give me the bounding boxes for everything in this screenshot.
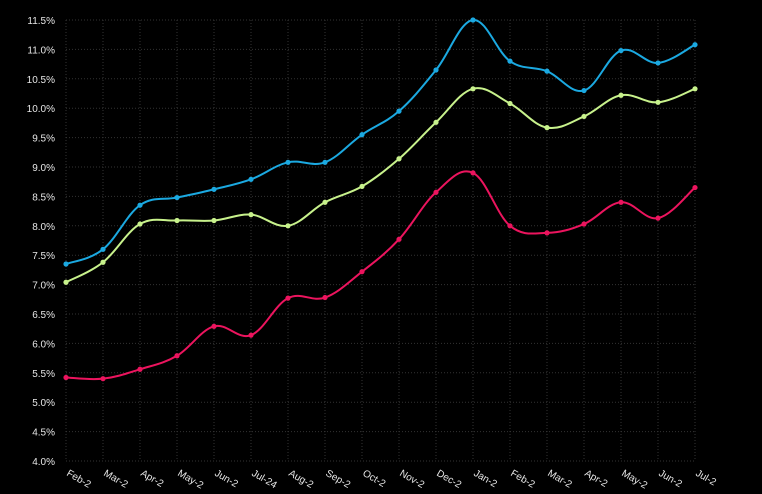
series-1-point <box>137 202 143 208</box>
series-2-point <box>655 99 661 105</box>
series-1-point <box>655 60 661 66</box>
series-3-point <box>63 374 69 381</box>
x-tick-label: Nov-2 <box>398 468 427 489</box>
series-3-point <box>507 223 513 229</box>
x-tick-label: Feb-2 <box>509 468 538 489</box>
x-tick-label: Aug-2 <box>287 468 316 489</box>
series-line-2 <box>65 87 696 284</box>
series-1-point <box>692 42 698 48</box>
y-tick-label: 10.0% <box>27 104 55 115</box>
series-3-point <box>470 170 476 176</box>
series-1-point <box>63 261 69 267</box>
x-tick-label: Jul-24 <box>250 468 279 489</box>
y-tick-label: 7.0% <box>32 281 55 292</box>
series-2-point <box>63 279 69 285</box>
x-tick-label: Jun-2 <box>213 468 241 489</box>
series-3-point <box>322 294 328 301</box>
x-axis-tick-labels: Feb-2 Mar-2 Apr-2 May-2 Jun-2 Jul-24 Aug-2 Sep-… <box>65 468 719 492</box>
y-tick-label: 9.5% <box>32 134 55 145</box>
series-2-point <box>100 259 106 265</box>
series-1-point <box>396 108 402 114</box>
x-tick-label: Oct-2 <box>361 468 388 489</box>
series-1-point <box>433 67 439 73</box>
series-2-point <box>285 223 291 229</box>
series-layer <box>63 17 698 382</box>
series-3-point <box>174 353 180 359</box>
series-3-point <box>618 199 624 205</box>
series-2-point <box>618 92 624 98</box>
series-1-point <box>211 186 217 192</box>
series-2-point <box>581 113 587 120</box>
series-3-point <box>211 323 217 329</box>
grid-layer <box>65 19 696 462</box>
series-1-point <box>322 159 328 165</box>
series-1-point <box>581 87 587 94</box>
y-tick-label: 6.0% <box>32 339 55 350</box>
series-2-point <box>396 156 402 162</box>
y-tick-label: 11.5% <box>27 16 55 27</box>
series-1-point <box>100 246 106 252</box>
x-tick-label: Sep-2 <box>324 468 353 489</box>
series-3-point <box>359 269 365 275</box>
series-3-point <box>100 376 106 382</box>
series-1-point <box>544 68 550 74</box>
series-3-point <box>285 295 291 301</box>
y-tick-label: 4.5% <box>32 428 55 439</box>
series-1-point <box>618 47 624 54</box>
series-3-point <box>137 366 143 372</box>
y-tick-label: 8.5% <box>32 192 55 203</box>
series-2-point <box>322 199 328 205</box>
y-tick-label: 6.5% <box>32 310 55 321</box>
series-line-1 <box>65 19 696 265</box>
series-2-point <box>137 221 143 227</box>
series-2-point <box>470 86 476 92</box>
series-1-point <box>174 194 180 201</box>
y-tick-label: 9.0% <box>32 163 55 174</box>
x-tick-label: Feb-2 <box>65 468 94 489</box>
x-tick-label: Dec-2 <box>435 468 464 489</box>
series-1-point <box>285 159 291 165</box>
series-3-point <box>581 221 587 227</box>
series-2-point <box>359 183 365 190</box>
y-tick-label: 10.5% <box>27 75 55 86</box>
series-1-point <box>507 58 513 64</box>
x-tick-label: Jan-2 <box>472 468 500 489</box>
series-2-point <box>692 86 698 92</box>
series-2-point <box>507 100 513 107</box>
x-tick-label: Apr-2 <box>583 468 610 489</box>
series-1-point <box>359 132 365 138</box>
series-2-point <box>248 212 254 218</box>
series-3-point <box>544 230 550 236</box>
series-2-point <box>433 119 439 125</box>
series-3-point <box>433 189 439 195</box>
x-tick-label: May-2 <box>176 468 206 489</box>
y-axis-tick-labels: 4.0% 4.5% 5.0% 5.5% 6.0% 6.5% 7.0% 7.5% 8.0% 8.5%… <box>27 16 55 468</box>
x-tick-label: Jun-2 <box>657 468 685 489</box>
series-3-point <box>692 184 698 191</box>
x-tick-label: Apr-2 <box>139 468 166 489</box>
y-tick-label: 5.0% <box>32 398 55 409</box>
y-tick-label: 5.5% <box>32 369 55 380</box>
x-tick-label: May-2 <box>620 468 650 489</box>
series-2-point <box>544 125 550 131</box>
series-line-3 <box>65 170 696 381</box>
y-tick-label: 4.0% <box>32 457 55 468</box>
x-tick-label: Mar-2 <box>546 468 574 489</box>
y-tick-label: 7.5% <box>32 251 55 262</box>
series-1-point <box>248 176 254 182</box>
series-3-point <box>396 236 402 242</box>
series-3-point <box>248 332 254 338</box>
series-1-point <box>470 17 476 23</box>
series-2-point <box>211 217 217 224</box>
series-3-point <box>655 215 661 221</box>
y-tick-label: 11.0% <box>27 45 55 56</box>
x-tick-label: Jul-2 <box>694 468 719 489</box>
series-2-point <box>174 217 180 224</box>
y-tick-label: 8.0% <box>32 222 55 233</box>
x-tick-label: Mar-2 <box>102 468 130 489</box>
